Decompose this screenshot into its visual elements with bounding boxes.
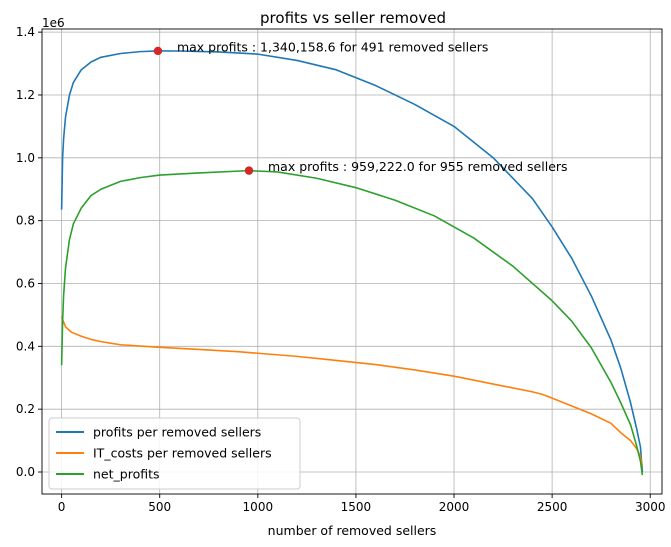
y-tick-label: 1.2 [16,88,35,102]
y-tick-label: 0.8 [16,214,35,228]
annotation-max-profits: max profits : 1,340,158.6 for 491 remove… [177,39,488,54]
x-axis-label: number of removed sellers [268,523,437,538]
y-tick-label: 1.0 [16,151,35,165]
y-tick-label: 0.0 [16,465,35,479]
y-tick-label: 0.4 [16,339,35,353]
x-tick-label: 3000 [635,500,666,514]
y-tick-label: 0.6 [16,276,35,290]
legend: profits per removed sellers IT_costs per… [48,417,301,490]
y-tick-label: 0.2 [16,402,35,416]
max-point-0 [153,46,163,56]
legend-label-net-profits: net_profits [93,467,160,482]
x-tick-label: 500 [148,500,171,514]
axis-ticks: 0 500 1000 1500 2000 2500 3000 0.0 0.2 0.4 0.6 0.8 1… [16,25,666,514]
series-line-1 [60,316,644,466]
series-line-2 [60,169,644,476]
max-point-1 [244,166,254,175]
axes-frame [41,28,663,495]
legend-box [48,417,301,490]
y-tick-label: 1.4 [16,25,35,39]
x-tick-label: 0 [58,500,66,514]
x-tick-label: 1000 [243,500,274,514]
legend-label-profits: profits per removed sellers [93,425,261,440]
chart-title: profits vs seller removed [260,9,446,27]
legend-label-it-costs: IT_costs per removed sellers [93,446,272,461]
y-axis-scale-label: 1e6 [42,16,65,30]
x-tick-label: 1500 [341,500,372,514]
x-tick-label: 2000 [439,500,470,514]
plot-area [60,46,644,476]
x-tick-label: 2500 [537,500,568,514]
series-line-0 [60,50,644,473]
annotation-max-net-profits: max profits : 959,222.0 for 955 removed … [268,159,568,174]
